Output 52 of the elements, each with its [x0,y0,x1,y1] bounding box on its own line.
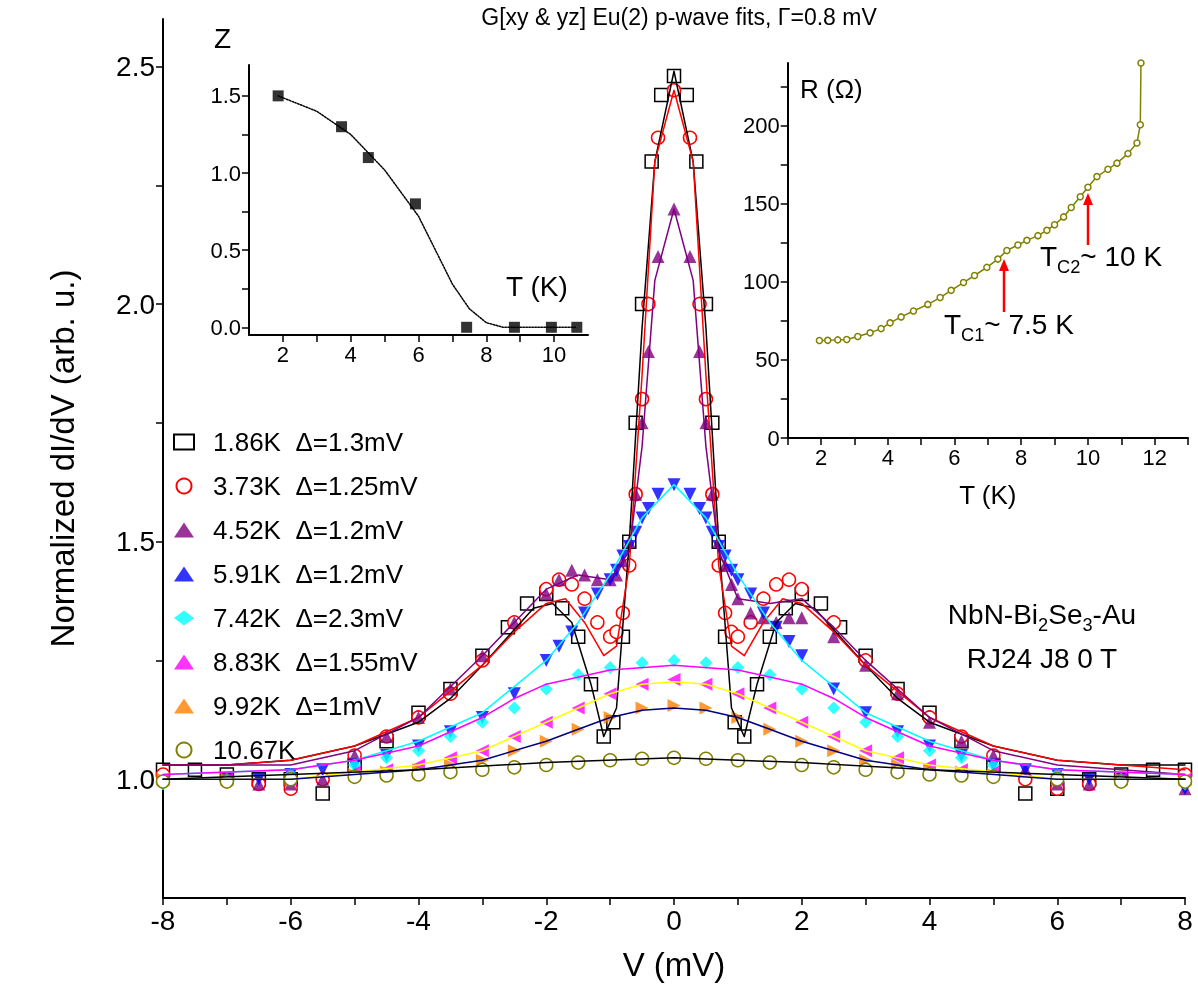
x-tick-label: 10 [541,341,567,367]
legend-label: 1.86K Δ=1.3mV [213,427,404,457]
y-tick-label: 1.0 [116,763,155,795]
legend-label: 8.83K Δ=1.55mV [213,647,419,677]
x-tick-label: 8 [1015,444,1028,470]
annotation: T$_{C2}$~ 10 K [1040,241,1163,277]
legend-label: 4.52K Δ=1.2mV [213,515,404,545]
x-tick-label: 4 [921,904,938,936]
y-tick-label: 1.5 [210,83,241,109]
x-tick-label: 10 [1075,444,1101,470]
y-tick-label: 1.0 [210,160,241,186]
y-axis-title: R (Ω) [800,74,863,104]
x-tick-label: 2 [814,444,828,470]
y-tick-label: 200 [742,113,780,138]
x-tick-label: 8 [480,341,493,367]
x-tick-label: 6 [412,341,425,367]
y-tick-label: 0.5 [210,237,241,263]
x-tick-label: 6 [948,444,961,470]
x-tick-label: -2 [533,904,559,936]
x-tick-label: 0 [666,904,682,936]
x-tick-label: -8 [150,904,176,936]
legend-label: 3.73K Δ=1.25mV [213,471,419,501]
x-tick-label: 2 [276,341,290,367]
y-tick-label: 0.0 [210,314,241,340]
chart-title: G[xy & yz] Eu(2) p-wave fits, Γ=0.8 mV [481,3,878,30]
y-axis-title: Normalized dI/dV (arb. u.) [44,269,81,648]
x-axis-title: T (K) [959,480,1017,510]
x-tick-label: 12 [1142,444,1167,470]
x-tick-label: -4 [406,904,431,936]
y-tick-label: 2.5 [116,51,155,83]
x-tick-label: 6 [1049,904,1066,936]
x-tick-label: -6 [278,904,304,936]
annotation: RJ24 J8 0 T [966,643,1118,675]
y-axis-title: Z [214,22,232,54]
annotation: NbN-Bi$_{2}$Se$_{3}$-Au [947,599,1137,635]
x-tick-label: 8 [1177,904,1193,936]
y-tick-label: 100 [742,269,780,295]
x-tick-label: 2 [793,904,810,936]
x-tick-label: 4 [344,341,357,367]
legend-label: 10.67K [213,735,297,765]
x-tick-label: 4 [881,444,894,470]
y-tick-label: 2.0 [116,288,155,320]
y-tick-label: 50 [755,347,780,373]
legend-label: 5.91K Δ=1.2mV [213,559,404,589]
x-axis-title: T (K) [506,270,568,302]
x-axis-title: V (mV) [622,946,726,983]
annotation: T$_{C1}$~ 7.5 K [944,309,1074,345]
legend-label: 9.92K Δ=1mV [213,691,383,721]
y-tick-label: 150 [742,191,780,217]
y-tick-label: 0 [767,425,780,451]
legend-label: 7.42K Δ=2.3mV [213,603,404,633]
y-tick-label: 1.5 [116,526,155,558]
